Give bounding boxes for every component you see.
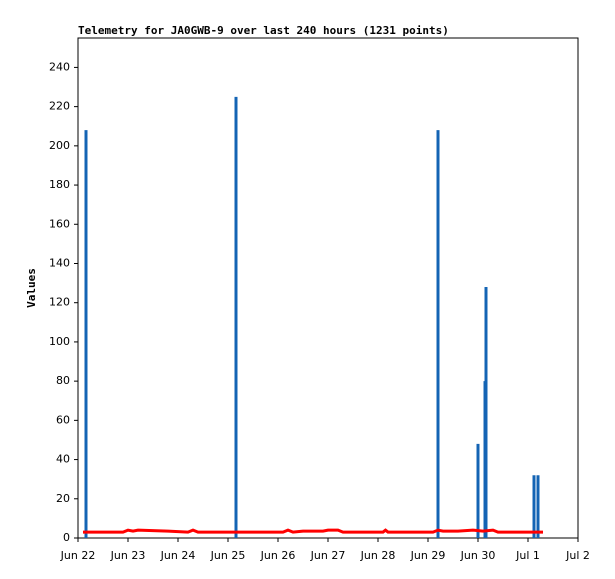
x-tick-label: Jun 30 xyxy=(460,549,496,562)
y-tick-label: 100 xyxy=(49,335,70,348)
y-tick-label: 40 xyxy=(56,453,70,466)
y-tick-label: 220 xyxy=(49,100,70,113)
chart-title: Telemetry for JA0GWB-9 over last 240 hou… xyxy=(78,24,449,37)
y-tick-label: 240 xyxy=(49,60,70,73)
x-tick-label: Jun 29 xyxy=(410,549,446,562)
y-tick-label: 20 xyxy=(56,492,70,505)
y-tick-label: 0 xyxy=(63,531,70,544)
x-tick-label: Jun 23 xyxy=(110,549,146,562)
x-tick-label: Jul 1 xyxy=(515,549,540,562)
plot-frame xyxy=(77,37,579,539)
y-tick-label: 160 xyxy=(49,217,70,230)
y-tick-label: 200 xyxy=(49,139,70,152)
y-tick-label: 60 xyxy=(56,413,70,426)
y-axis-label: Values xyxy=(25,268,38,308)
y-tick-label: 120 xyxy=(49,296,70,309)
x-tick-label: Jun 28 xyxy=(360,549,396,562)
x-tick-label: Jun 27 xyxy=(310,549,346,562)
x-tick-label: Jun 25 xyxy=(210,549,246,562)
y-tick-label: 80 xyxy=(56,374,70,387)
x-tick-label: Jun 24 xyxy=(160,549,196,562)
x-tick-label: Jun 22 xyxy=(60,549,96,562)
y-tick-label: 180 xyxy=(49,178,70,191)
x-tick-label: Jul 2 xyxy=(565,549,590,562)
y-tick-label: 140 xyxy=(49,256,70,269)
x-tick-label: Jun 26 xyxy=(260,549,296,562)
line xyxy=(83,528,543,534)
